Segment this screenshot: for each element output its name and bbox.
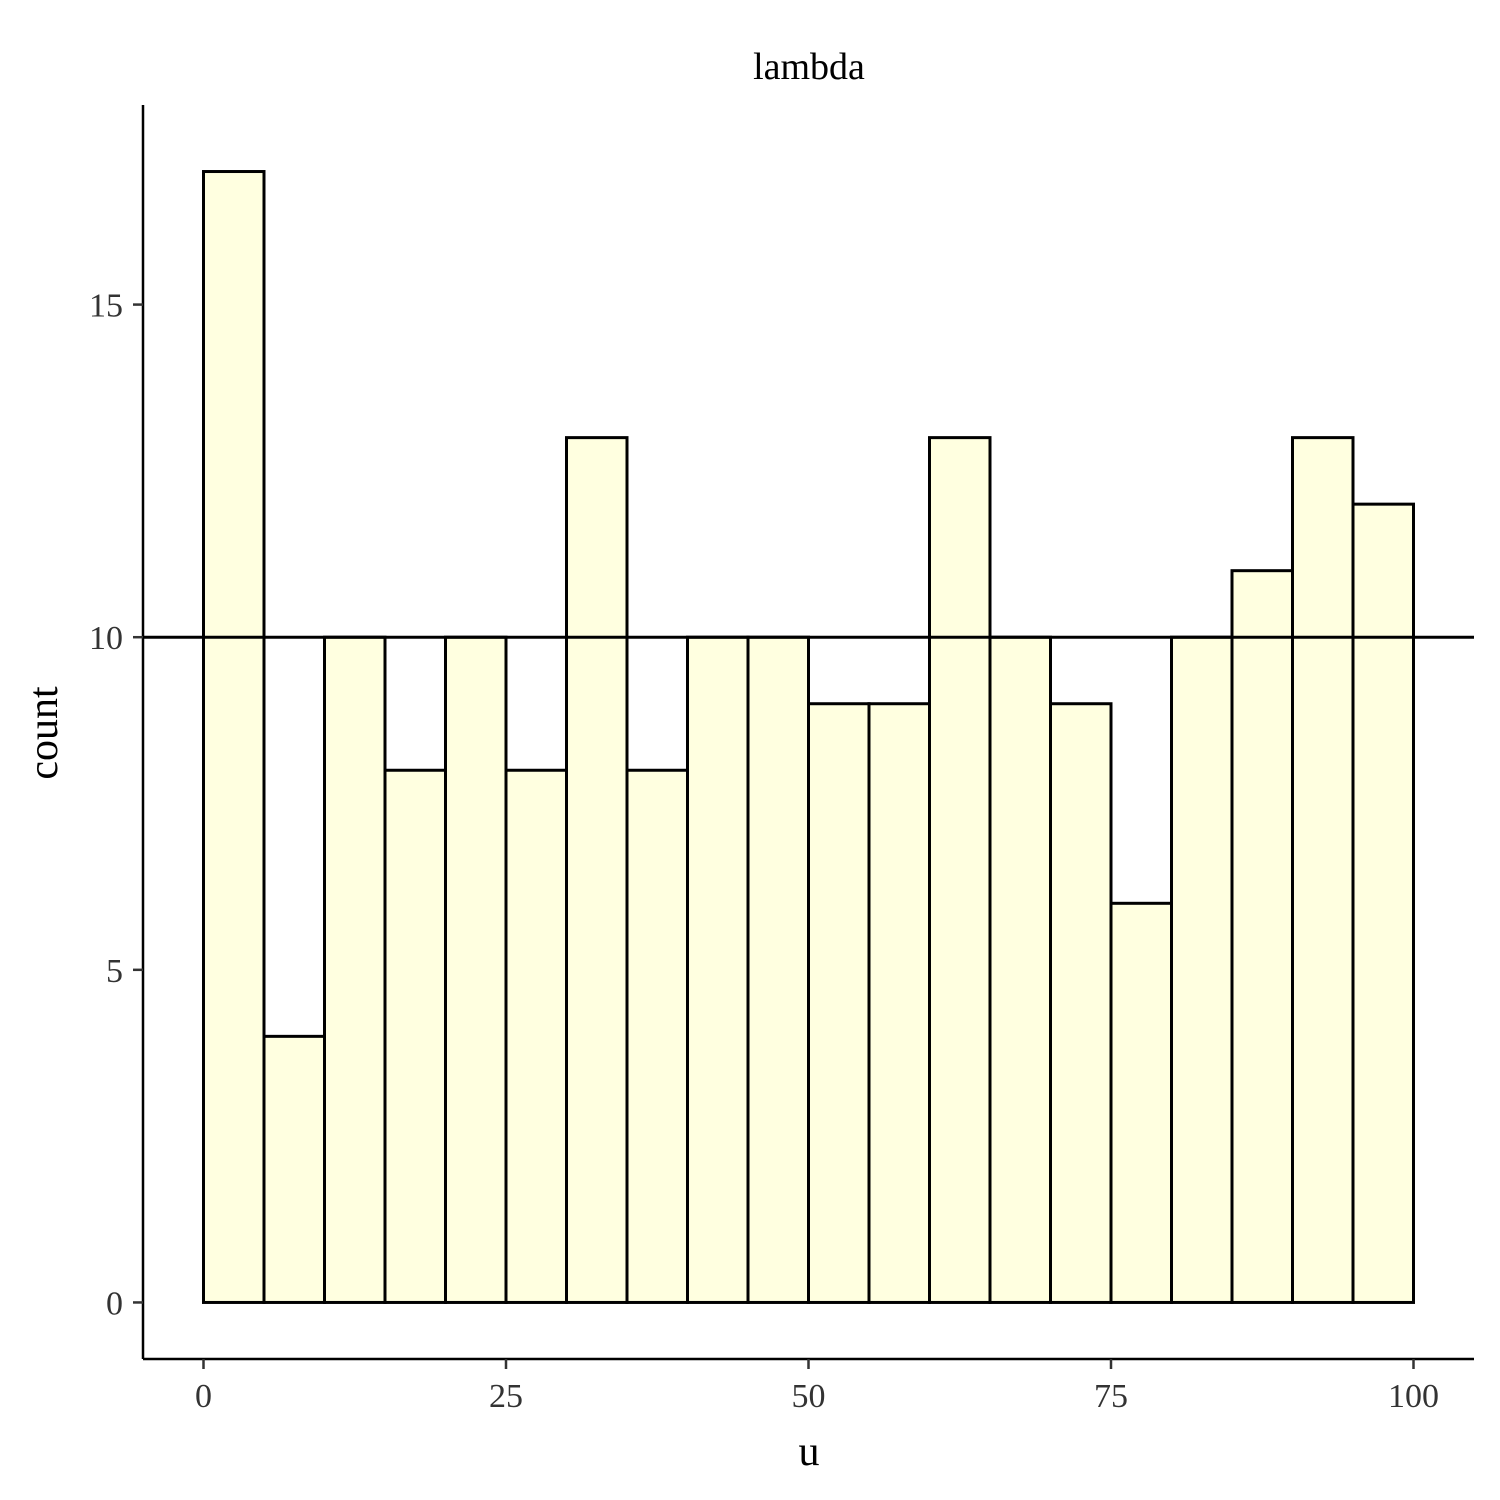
y-tick-label: 15: [89, 288, 123, 325]
histogram-bar-11: [867, 702, 931, 1304]
histogram-bar-4: [444, 635, 508, 1304]
chart-title: lambda: [753, 46, 865, 88]
x-axis-title: u: [799, 1429, 820, 1475]
x-tick-label: 100: [1388, 1378, 1439, 1415]
histogram-bar-5: [504, 768, 568, 1304]
axes-group: 0 25 50 75 100 0 5 10 15: [89, 105, 1474, 1415]
y-axis-title: count: [21, 686, 67, 780]
histogram-bar-18: [1291, 436, 1355, 1304]
histogram-bar-7: [625, 768, 689, 1304]
bars-group: [202, 170, 1415, 1304]
histogram-bar-3: [383, 768, 447, 1304]
histogram-bar-2: [323, 635, 387, 1304]
histogram-bar-15: [1109, 901, 1173, 1304]
histogram-bar-8: [686, 635, 750, 1304]
histogram-bar-12: [928, 436, 992, 1304]
x-tick-label: 75: [1094, 1378, 1128, 1415]
histogram-bar-14: [1049, 702, 1113, 1304]
histogram-bar-17: [1230, 569, 1294, 1304]
histogram-bar-0: [202, 170, 266, 1304]
histogram-bar-6: [565, 436, 629, 1304]
x-tick-label: 0: [195, 1378, 212, 1415]
histogram-bar-10: [807, 702, 871, 1304]
histogram-bar-9: [746, 635, 810, 1304]
histogram-bar-13: [988, 635, 1052, 1304]
histogram-bar-19: [1351, 502, 1415, 1304]
y-tick-label: 0: [106, 1285, 123, 1322]
x-tick-label: 50: [792, 1378, 826, 1415]
histogram-bar-16: [1170, 635, 1234, 1304]
y-tick-label: 5: [106, 953, 123, 990]
x-tick-label: 25: [489, 1378, 523, 1415]
y-tick-label: 10: [89, 620, 123, 657]
histogram-bar-1: [262, 1034, 326, 1304]
